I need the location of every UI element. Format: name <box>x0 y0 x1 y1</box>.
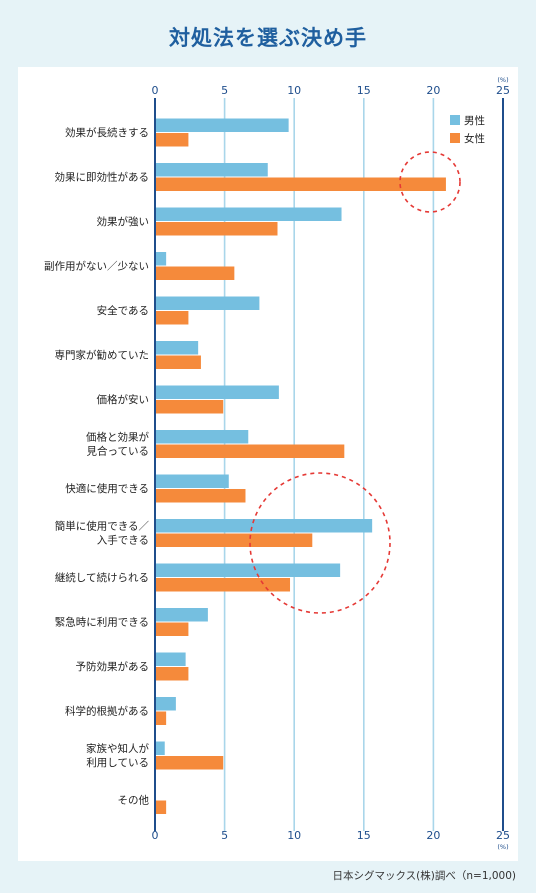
category-label: 科学的根拠がある <box>65 705 149 718</box>
bar-female <box>155 800 167 814</box>
bar-female <box>155 489 246 503</box>
tick-label-top: 25 <box>496 84 510 97</box>
bar-male <box>155 118 289 132</box>
bar-female <box>155 444 345 458</box>
category-label: その他 <box>118 794 150 807</box>
category-label: 見合っている <box>87 445 149 458</box>
category-label: 簡単に使用できる／ <box>55 520 150 533</box>
bar-female <box>155 711 167 725</box>
bar-male <box>155 430 249 444</box>
unit-label-top: (%) <box>497 76 508 84</box>
bar-male <box>155 519 373 533</box>
category-label: 価格と効果が <box>86 431 149 444</box>
category-label: 安全である <box>97 304 149 317</box>
bar-male <box>155 207 342 221</box>
tick-label-top: 15 <box>357 84 371 97</box>
bar-male <box>155 252 167 266</box>
bar-male <box>155 563 341 577</box>
category-label: 価格が安い <box>97 393 150 406</box>
source-note: 日本シグマックス(株)調べ（n=1,000) <box>332 870 517 882</box>
bar-female <box>155 533 313 547</box>
chart-panel: 効果が長続きする効果に即効性がある効果が強い副作用がない／少ない安全である専門家… <box>18 67 518 861</box>
bar-female <box>155 222 278 236</box>
chart-title: 対処法を選ぶ決め手 <box>169 26 367 50</box>
category-label: 予防効果がある <box>76 660 150 673</box>
tick-label-bottom: 10 <box>287 829 301 842</box>
bar-male <box>155 474 229 488</box>
tick-label-top: 20 <box>426 84 440 97</box>
tick-label-bottom: 15 <box>357 829 371 842</box>
category-label: 効果が強い <box>97 215 150 228</box>
tick-label-top: 0 <box>152 84 159 97</box>
bar-female <box>155 578 291 592</box>
bar-female <box>155 355 201 369</box>
legend-label: 男性 <box>464 114 485 127</box>
category-label: 効果が長続きする <box>65 126 149 139</box>
bar-male <box>155 608 208 622</box>
bar-female <box>155 177 446 191</box>
category-label: 緊急時に利用できる <box>55 616 149 629</box>
bar-female <box>155 133 189 147</box>
legend-label: 女性 <box>464 132 485 145</box>
bar-male <box>155 341 199 355</box>
category-label: 効果に即効性がある <box>55 171 150 184</box>
category-label: 継続して続けられる <box>55 571 149 584</box>
tick-label-top: 10 <box>287 84 301 97</box>
bar-female <box>155 311 189 325</box>
unit-label-bottom: (%) <box>497 843 508 851</box>
bar-female <box>155 667 189 681</box>
tick-label-top: 5 <box>221 84 228 97</box>
bar-female <box>155 622 189 636</box>
bar-male <box>155 652 186 666</box>
bar-chart: 効果が長続きする効果に即効性がある効果が強い副作用がない／少ない安全である専門家… <box>44 76 510 851</box>
category-label: 入手できる <box>97 534 149 547</box>
category-label: 専門家が勧めていた <box>55 349 150 362</box>
bar-female <box>155 266 235 280</box>
category-label: 快適に使用できる <box>65 482 149 495</box>
legend-swatch <box>450 115 460 125</box>
bar-male <box>155 163 268 177</box>
tick-label-bottom: 20 <box>426 829 440 842</box>
tick-label-bottom: 5 <box>221 829 228 842</box>
category-label: 家族や知人が <box>86 742 149 755</box>
category-label: 副作用がない／少ない <box>44 260 149 273</box>
tick-label-bottom: 0 <box>152 829 159 842</box>
bar-female <box>155 756 224 770</box>
tick-label-bottom: 25 <box>496 829 510 842</box>
category-label: 利用している <box>86 757 149 769</box>
legend-swatch <box>450 133 460 143</box>
bar-male <box>155 296 260 310</box>
bar-male <box>155 741 165 755</box>
bar-male <box>155 697 176 711</box>
highlight-circle <box>399 151 461 213</box>
highlight-circle <box>249 472 391 614</box>
bar-male <box>155 385 279 399</box>
bar-female <box>155 400 224 414</box>
